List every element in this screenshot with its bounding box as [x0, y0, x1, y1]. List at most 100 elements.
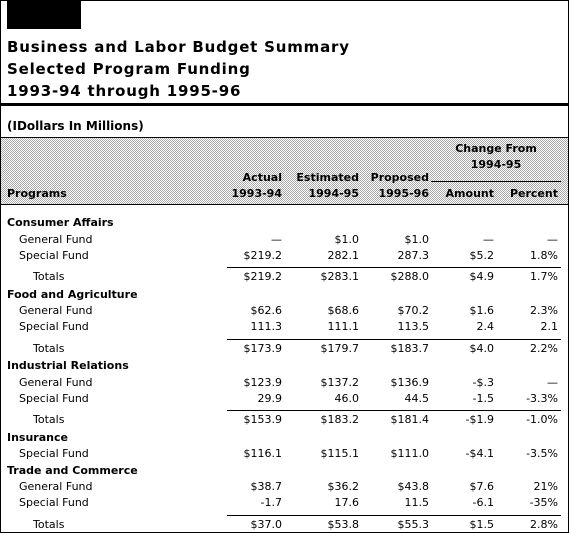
group-header: Change From: [455, 142, 537, 155]
cell: 21%: [533, 480, 558, 494]
cell: $1.6: [469, 304, 495, 318]
units: (IDollars In Millions): [7, 119, 144, 133]
cell: —: [547, 375, 558, 389]
cell: $62.6: [250, 304, 283, 318]
totals-label: Totals: [33, 341, 65, 355]
cell: $36.2: [327, 480, 360, 494]
totals-rule: [227, 338, 561, 340]
section-name: Food and Agriculture: [7, 287, 138, 301]
cell: $219.2: [243, 270, 283, 284]
cell: $55.3: [397, 517, 430, 531]
cell: 1.7%: [530, 270, 558, 284]
cell: $153.9: [243, 413, 283, 427]
cell: $183.2: [320, 413, 360, 427]
row-label: General Fund: [19, 375, 93, 389]
row-label: General Fund: [19, 304, 93, 318]
cell: $219.2: [243, 248, 283, 262]
cell: 17.6: [334, 496, 360, 510]
cell: 111.1: [327, 320, 360, 334]
cell: —: [271, 232, 282, 246]
cell: $181.4: [390, 413, 430, 427]
cell: $179.7: [320, 341, 360, 355]
cell: —: [483, 232, 494, 246]
totals-label: Totals: [33, 517, 65, 531]
cell: $43.8: [397, 480, 430, 494]
header-shade: [1, 137, 568, 205]
cell: -6.1: [472, 496, 494, 510]
cell: $115.1: [320, 447, 360, 461]
cell: 113.5: [397, 320, 430, 334]
cell: 287.3: [397, 248, 430, 262]
totals-rule: [227, 267, 561, 269]
cell: $5.2: [469, 248, 495, 262]
cell: -$.3: [472, 375, 494, 389]
title-line: Selected Program Funding: [7, 60, 251, 78]
row-label: Special Fund: [19, 392, 89, 405]
cell: -1.5: [472, 392, 494, 405]
section-name: Insurance: [7, 430, 68, 444]
section-name: Trade and Commerce: [7, 463, 138, 477]
cell: —: [547, 232, 558, 246]
column-header: 1994-95: [308, 187, 360, 200]
cell: $111.0: [390, 447, 430, 461]
row-label: General Fund: [19, 480, 93, 494]
cell: -3.5%: [526, 447, 558, 461]
column-header: Proposed: [370, 171, 429, 184]
column-header: Amount: [445, 187, 494, 200]
title-line: Business and Labor Budget Summary: [7, 38, 350, 56]
row-label: General Fund: [19, 232, 93, 246]
cell: $70.2: [397, 304, 430, 318]
cell: $1.5: [469, 517, 495, 531]
group-rule: [431, 181, 561, 182]
column-header: Percent: [509, 187, 558, 200]
section-name: Consumer Affairs: [7, 216, 114, 229]
cell: -1.7: [260, 496, 282, 510]
cell: 46.0: [334, 392, 360, 405]
title-rule: [1, 103, 568, 106]
cell: -3.3%: [526, 392, 558, 405]
cell: -1.0%: [526, 413, 558, 427]
cell: $1.0: [404, 232, 430, 246]
column-header: Estimated: [296, 171, 359, 184]
cell: $123.9: [243, 375, 283, 389]
section-name: Industrial Relations: [7, 359, 129, 373]
cell: $283.1: [320, 270, 360, 284]
cell: 11.5: [404, 496, 430, 510]
cell: $137.2: [320, 375, 360, 389]
cell: $1.0: [334, 232, 360, 246]
column-header: Programs: [7, 187, 67, 200]
cell: $37.0: [250, 517, 283, 531]
title-line: 1993-94 through 1995-96: [7, 82, 242, 100]
column-header: 1995-96: [378, 187, 430, 200]
cell: $68.6: [327, 304, 360, 318]
totals-label: Totals: [33, 270, 65, 284]
cell: -$4.1: [465, 447, 494, 461]
row-label: Special Fund: [19, 320, 89, 334]
cell: 2.2%: [530, 341, 558, 355]
cell: 1.8%: [530, 248, 558, 262]
cell: $4.9: [469, 270, 495, 284]
totals-rule: [227, 514, 561, 516]
cell: $288.0: [390, 270, 430, 284]
cell: -35%: [529, 496, 558, 510]
cell: 111.3: [250, 320, 283, 334]
cell: 2.3%: [530, 304, 558, 318]
cell: $53.8: [327, 517, 360, 531]
cell: 44.5: [404, 392, 430, 405]
row-label: Special Fund: [19, 496, 89, 510]
cell: 2.4: [476, 320, 495, 334]
cell: $183.7: [390, 341, 430, 355]
column-header: 1993-94: [231, 187, 283, 200]
totals-rule: [227, 410, 561, 412]
cell: -$1.9: [465, 413, 494, 427]
column-header: Actual: [242, 171, 282, 184]
cell: 2.1: [540, 320, 559, 334]
totals-label: Totals: [33, 413, 65, 427]
cell: 2.8%: [530, 517, 558, 531]
group-header: 1994-95: [470, 158, 522, 171]
row-label: Special Fund: [19, 248, 89, 262]
row-label: Special Fund: [19, 447, 89, 461]
cell: $4.0: [469, 341, 495, 355]
cell: $136.9: [390, 375, 430, 389]
